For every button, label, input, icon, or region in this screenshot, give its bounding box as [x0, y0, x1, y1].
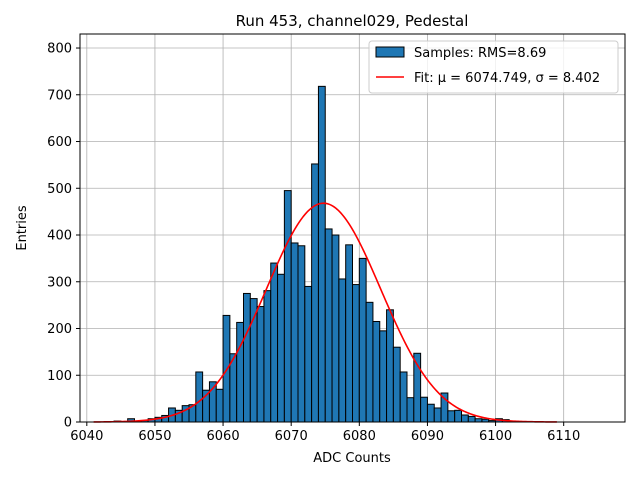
y-axis-ticks: 0 100 200 300 400 500 600 700 800 [47, 42, 80, 431]
histogram-bar [338, 278, 347, 423]
histogram-bar [297, 245, 306, 423]
x-tick-label: 6060 [207, 429, 240, 444]
histogram-bar [467, 415, 476, 423]
y-tick-label: 100 [47, 369, 72, 384]
x-tick-label: 6090 [411, 429, 444, 444]
legend-box [368, 40, 619, 94]
histogram-bars [113, 85, 510, 423]
histogram-bar [236, 321, 244, 423]
x-axis-ticks: 6040 6050 6060 6070 6080 6090 6100 6110 [70, 422, 580, 444]
y-tick-label: 700 [47, 88, 72, 103]
legend-fit-label: Fit: μ = 6074.749, σ = 8.402 [414, 71, 600, 86]
histogram-bar [277, 273, 285, 423]
legend: Samples: RMS=8.69 Fit: μ = 6074.749, σ =… [368, 40, 619, 94]
histogram-bar [426, 403, 435, 423]
histogram-bar [399, 371, 408, 423]
histogram-bar [283, 190, 292, 423]
x-tick-label: 6110 [547, 429, 580, 444]
histogram-bar [447, 410, 456, 423]
histogram-bar [352, 284, 360, 423]
chart-title: Run 453, channel029, Pedestal [236, 12, 469, 30]
histogram-bar [195, 371, 204, 423]
legend-histogram-label: Samples: RMS=8.69 [414, 46, 546, 61]
x-tick-label: 6070 [275, 429, 308, 444]
histogram-bar [256, 306, 265, 423]
histogram-bar [243, 292, 251, 423]
histogram-bar [270, 262, 279, 423]
y-tick-label: 800 [47, 42, 72, 57]
histogram-bar [454, 409, 462, 423]
histogram-bar [317, 85, 326, 423]
legend-histogram-swatch [375, 46, 405, 58]
histogram-bar [379, 330, 388, 423]
fit-curve-layer [93, 202, 557, 423]
x-tick-label: 6050 [138, 429, 171, 444]
histogram-bar [372, 320, 381, 423]
gaussian-fit-curve [93, 202, 557, 423]
histogram-bar [311, 163, 319, 423]
histogram-bar [358, 257, 367, 423]
histogram-bar [406, 397, 415, 423]
histogram-bar [331, 234, 340, 423]
x-axis-label: ADC Counts [313, 451, 391, 466]
plot-frame [79, 33, 626, 423]
histogram-bar [263, 290, 272, 423]
histogram-bar [324, 228, 333, 423]
x-tick-label: 6040 [70, 429, 103, 444]
histogram-bar [420, 396, 428, 423]
x-tick-label: 6080 [343, 429, 376, 444]
histogram-bar [304, 285, 313, 423]
histogram-bar [215, 388, 224, 423]
y-tick-label: 200 [47, 322, 72, 337]
histogram-bar [365, 301, 374, 423]
y-tick-label: 300 [47, 275, 72, 290]
y-axis-label: Entries [15, 205, 30, 251]
histogram-bar [461, 414, 469, 423]
y-tick-label: 400 [47, 229, 72, 244]
histogram-bar [433, 407, 442, 423]
y-tick-label: 500 [47, 182, 72, 197]
histogram-bar [392, 346, 401, 423]
y-tick-label: 0 [64, 416, 72, 431]
histogram-bar [386, 309, 394, 423]
histogram-bar [345, 244, 353, 423]
histogram-bar [290, 242, 299, 423]
x-tick-label: 6100 [479, 429, 512, 444]
y-tick-label: 600 [47, 135, 72, 150]
